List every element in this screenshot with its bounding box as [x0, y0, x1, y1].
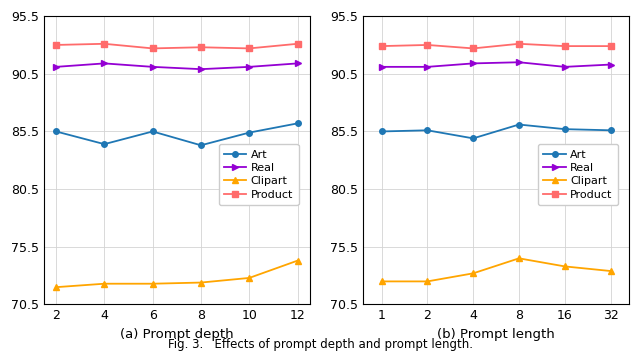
Art — [148, 129, 156, 133]
Clipart — [245, 276, 253, 280]
Real — [148, 65, 156, 69]
Clipart — [561, 264, 568, 269]
Line: Real: Real — [379, 59, 613, 70]
Product — [100, 42, 108, 46]
Art — [469, 136, 477, 140]
Real — [378, 65, 385, 69]
Art — [561, 127, 568, 131]
Art — [245, 131, 253, 135]
Clipart — [148, 282, 156, 286]
Legend: Art, Real, Clipart, Product: Art, Real, Clipart, Product — [538, 144, 618, 205]
Real — [294, 61, 301, 65]
Real — [197, 67, 205, 71]
Product — [424, 43, 431, 47]
X-axis label: (a) Prompt depth: (a) Prompt depth — [120, 328, 234, 341]
Legend: Art, Real, Clipart, Product: Art, Real, Clipart, Product — [219, 144, 299, 205]
Clipart — [52, 285, 60, 289]
Clipart — [100, 282, 108, 286]
Real — [424, 65, 431, 69]
Real — [100, 61, 108, 65]
Art — [52, 129, 60, 133]
Real — [515, 60, 523, 64]
Product — [561, 44, 568, 48]
Real — [561, 65, 568, 69]
Product — [245, 46, 253, 51]
Product — [378, 44, 385, 48]
Art — [378, 129, 385, 133]
Real — [607, 62, 614, 67]
Line: Clipart: Clipart — [379, 256, 613, 284]
Line: Clipart: Clipart — [53, 258, 300, 290]
Product — [607, 44, 614, 48]
Clipart — [378, 279, 385, 283]
Line: Product: Product — [379, 41, 613, 51]
Art — [294, 121, 301, 126]
Product — [197, 45, 205, 49]
Text: Fig. 3.   Effects of prompt depth and prompt length.: Fig. 3. Effects of prompt depth and prom… — [168, 339, 472, 352]
Line: Art: Art — [53, 121, 300, 148]
Real — [469, 61, 477, 65]
Line: Product: Product — [53, 41, 300, 51]
Clipart — [197, 281, 205, 285]
Product — [469, 46, 477, 51]
Real — [52, 65, 60, 69]
Art — [100, 142, 108, 146]
Art — [607, 128, 614, 132]
Real — [245, 65, 253, 69]
Clipart — [294, 258, 301, 263]
Product — [294, 42, 301, 46]
Art — [515, 122, 523, 127]
Clipart — [469, 271, 477, 276]
Clipart — [515, 256, 523, 260]
Product — [52, 43, 60, 47]
Clipart — [607, 269, 614, 273]
Product — [515, 42, 523, 46]
Line: Art: Art — [379, 122, 613, 141]
Art — [424, 128, 431, 132]
Art — [197, 143, 205, 147]
Product — [148, 46, 156, 51]
Line: Real: Real — [53, 61, 300, 72]
Clipart — [424, 279, 431, 283]
X-axis label: (b) Prompt length: (b) Prompt length — [437, 328, 555, 341]
